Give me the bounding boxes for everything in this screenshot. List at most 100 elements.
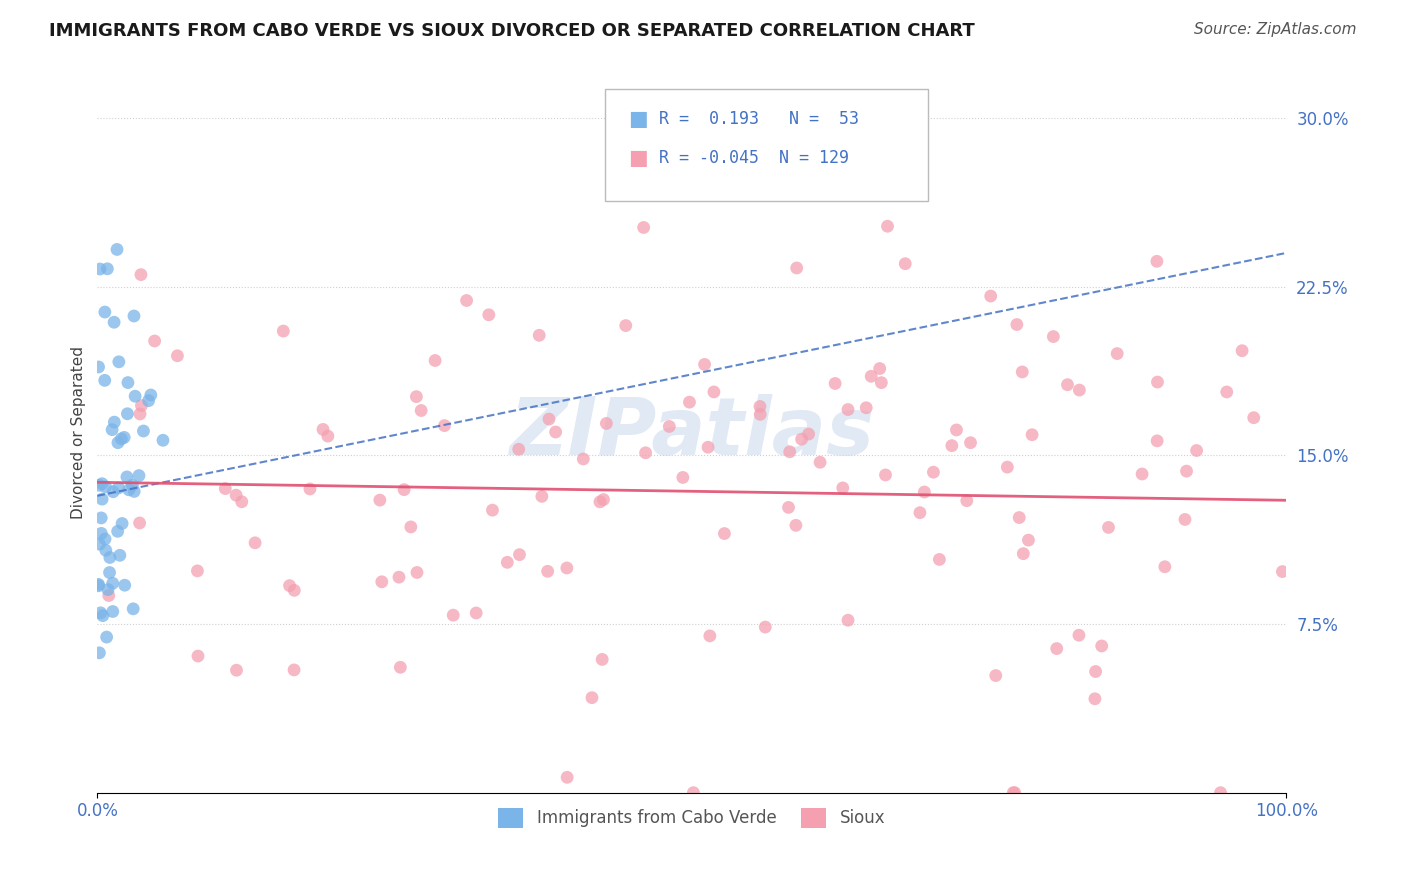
Point	[101, 484, 124, 499]
Point	[231, 495, 253, 509]
Y-axis label: Divorced or Separated: Divorced or Separated	[72, 346, 86, 519]
Point	[636, 162, 658, 177]
Point	[89, 262, 111, 277]
Point	[107, 481, 129, 495]
Point	[754, 620, 776, 634]
Point	[441, 608, 464, 623]
Point	[112, 430, 135, 444]
Point	[1056, 377, 1078, 392]
Point	[749, 408, 772, 422]
Point	[316, 429, 339, 443]
Point	[1146, 375, 1168, 389]
Point	[633, 220, 655, 235]
Point	[103, 315, 125, 329]
Point	[105, 243, 128, 257]
Point	[97, 589, 120, 603]
Point	[96, 261, 118, 276]
Point	[941, 439, 963, 453]
Point	[1012, 547, 1035, 561]
Point	[94, 543, 117, 558]
Point	[1005, 318, 1028, 332]
Point	[392, 483, 415, 497]
Point	[283, 583, 305, 598]
Point	[122, 602, 145, 616]
Point	[1209, 786, 1232, 800]
Point	[713, 526, 735, 541]
Text: Source: ZipAtlas.com: Source: ZipAtlas.com	[1194, 22, 1357, 37]
Point	[90, 606, 112, 620]
Point	[908, 506, 931, 520]
Point	[101, 576, 124, 591]
Point	[87, 359, 110, 374]
Point	[1069, 383, 1091, 397]
Point	[555, 770, 578, 784]
Point	[928, 552, 950, 566]
Point	[90, 511, 112, 525]
Point	[530, 489, 553, 503]
Text: R = -0.045  N = 129: R = -0.045 N = 129	[659, 149, 849, 167]
Point	[824, 376, 846, 391]
Point	[875, 467, 897, 482]
Point	[529, 328, 551, 343]
Point	[166, 349, 188, 363]
Point	[481, 503, 503, 517]
Point	[785, 518, 807, 533]
Point	[101, 423, 124, 437]
Point	[837, 402, 859, 417]
Point	[786, 260, 808, 275]
Point	[399, 520, 422, 534]
Point	[98, 550, 121, 565]
Point	[984, 668, 1007, 682]
Point	[699, 629, 721, 643]
Point	[389, 660, 412, 674]
Point	[778, 500, 800, 515]
Point	[1021, 427, 1043, 442]
Point	[139, 388, 162, 402]
Point	[980, 289, 1002, 303]
Point	[956, 493, 979, 508]
Point	[128, 468, 150, 483]
Point	[614, 318, 637, 333]
Point	[1243, 410, 1265, 425]
Point	[537, 412, 560, 426]
Point	[405, 390, 427, 404]
Point	[779, 444, 801, 458]
Point	[371, 574, 394, 589]
Point	[678, 395, 700, 409]
Point	[1146, 254, 1168, 268]
Point	[537, 564, 560, 578]
Point	[672, 470, 695, 484]
Point	[456, 293, 478, 308]
Point	[214, 482, 236, 496]
Point	[96, 630, 118, 644]
Point	[1174, 512, 1197, 526]
Point	[273, 324, 295, 338]
Point	[1107, 346, 1129, 360]
Point	[89, 537, 111, 551]
Point	[101, 605, 124, 619]
Point	[831, 481, 853, 495]
Text: ZIPatlas: ZIPatlas	[509, 393, 875, 472]
Point	[129, 268, 152, 282]
Point	[225, 488, 247, 502]
Point	[1185, 443, 1208, 458]
Point	[114, 578, 136, 592]
Point	[122, 309, 145, 323]
Point	[1011, 365, 1033, 379]
Point	[581, 690, 603, 705]
Point	[124, 389, 146, 403]
Point	[797, 427, 820, 442]
Point	[478, 308, 501, 322]
Point	[278, 579, 301, 593]
Point	[869, 361, 891, 376]
Point	[312, 422, 335, 436]
Point	[1067, 628, 1090, 642]
Point	[117, 376, 139, 390]
Point	[508, 548, 530, 562]
Point	[995, 460, 1018, 475]
Text: R =  0.193   N =  53: R = 0.193 N = 53	[659, 110, 859, 128]
Point	[121, 478, 143, 492]
Point	[225, 663, 247, 677]
Point	[496, 555, 519, 569]
Point	[591, 652, 613, 666]
